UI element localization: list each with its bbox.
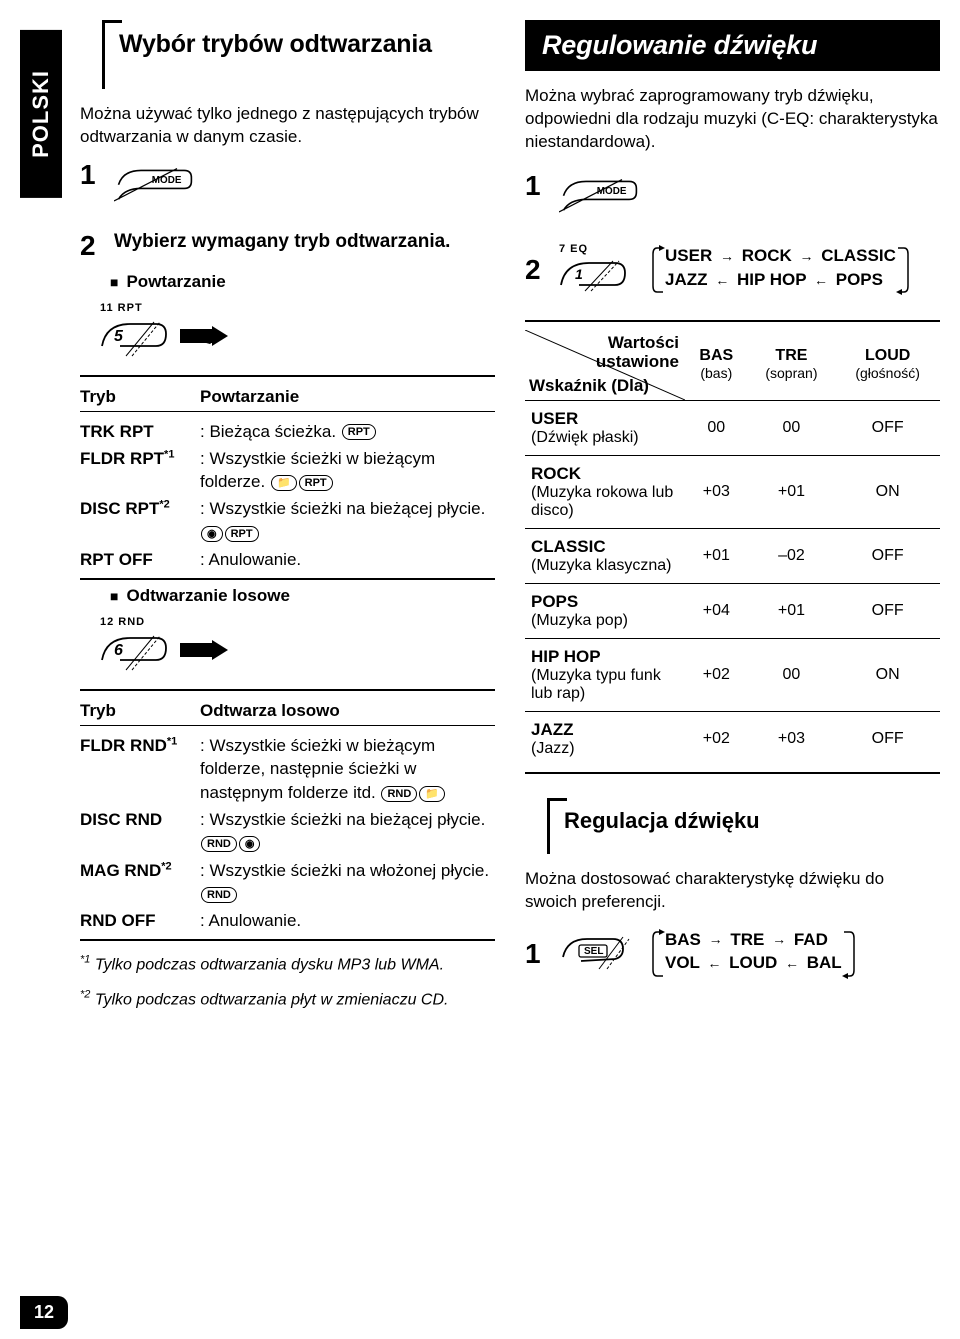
svg-text:SEL: SEL bbox=[584, 946, 603, 957]
table-row: RND OFF: Anulowanie. bbox=[80, 909, 495, 933]
right-step-2: 2 7 EQ 1 USER → ROCK → CLASSIC JAZZ ← HI… bbox=[525, 243, 940, 298]
col-desc: Powtarzanie bbox=[200, 387, 299, 407]
language-tab: POLSKI bbox=[20, 30, 62, 198]
step-number: 2 bbox=[80, 230, 102, 262]
sound-adjust-step-1: 1 SEL BAS → TRE → FAD VOL ← LOUD ← BAL bbox=[525, 928, 940, 980]
table-row: CLASSIC(Muzyka klasyczna)+01–02OFF bbox=[525, 528, 940, 583]
svg-text:1: 1 bbox=[575, 266, 583, 282]
table-row: POPS(Muzyka pop)+04+01OFF bbox=[525, 583, 940, 638]
table-row: DISC RND: Wszystkie ścieżki na bieżącej … bbox=[80, 808, 495, 856]
rnd-button-label: 12 RND bbox=[100, 616, 495, 628]
sound-adjust-header: Regulacja dźwięku bbox=[547, 798, 940, 854]
right-column: Regulowanie dźwięku Można wybrać zaprogr… bbox=[525, 20, 940, 1011]
mode-button-illustration: MODE bbox=[559, 170, 649, 223]
footnote-1: *1 Tylko podczas odtwarzania dysku MP3 l… bbox=[80, 953, 495, 976]
col-bas: BAS(bas) bbox=[685, 330, 748, 401]
left-step-1: 1 MODE bbox=[80, 159, 495, 212]
sound-adjust-desc: Można dostosować charakterystykę dźwięku… bbox=[525, 868, 940, 914]
table-row: MAG RND*2: Wszystkie ścieżki na włożonej… bbox=[80, 859, 495, 907]
footnote-2: *2 Tylko podczas odtwarzania płyt w zmie… bbox=[80, 988, 495, 1011]
left-intro: Można używać tylko jednego z następujący… bbox=[80, 103, 495, 149]
table-row: RPT OFF: Anulowanie. bbox=[80, 548, 495, 572]
eq-settings-table: Wartości ustawione Wskaźnik (Dla) BAS(ba… bbox=[525, 330, 940, 766]
eq-flow-diagram: USER → ROCK → CLASSIC JAZZ ← HIP HOP ← P… bbox=[651, 244, 910, 296]
col-loud: LOUD(głośność) bbox=[835, 330, 940, 401]
table-row: FLDR RPT*1: Wszystkie ścieżki w bieżącym… bbox=[80, 447, 495, 495]
repeat-mode-table: Tryb Powtarzanie TRK RPT: Bieżąca ścieżk… bbox=[80, 387, 495, 572]
right-intro: Można wybrać zaprogramowany tryb dźwięku… bbox=[525, 85, 940, 154]
col-tre: TRE(sopran) bbox=[748, 330, 836, 401]
random-mode-table: Tryb Odtwarza losowo FLDR RND*1: Wszystk… bbox=[80, 701, 495, 933]
table-row: ROCK(Muzyka rokowa lub disco)+03+01ON bbox=[525, 455, 940, 528]
svg-text:MODE: MODE bbox=[597, 186, 627, 197]
step-number: 1 bbox=[525, 938, 547, 970]
step-number: 1 bbox=[80, 159, 102, 191]
subsection-repeat: Powtarzanie bbox=[110, 272, 495, 292]
diag-indicator: Wskaźnik (Dla) bbox=[529, 376, 649, 396]
left-column: Wybór trybów odtwarzania Można używać ty… bbox=[80, 20, 495, 1011]
svg-text:MODE: MODE bbox=[152, 175, 182, 186]
rnd-button-illustration: 12 RND 6 bbox=[100, 616, 495, 679]
col-mode: Tryb bbox=[80, 387, 200, 407]
left-title: Wybór trybów odtwarzania bbox=[119, 30, 495, 59]
mode-button-illustration: MODE bbox=[114, 159, 204, 212]
table-row: HIP HOP(Muzyka typu funk lub rap)+0200ON bbox=[525, 638, 940, 711]
right-section-header: Regulowanie dźwięku bbox=[525, 20, 940, 71]
right-step-1: 1 MODE bbox=[525, 170, 940, 223]
left-step-2: 2 Wybierz wymagany tryb odtwarzania. bbox=[80, 230, 495, 262]
rpt-button-label: 11 RPT bbox=[100, 302, 495, 314]
table-row: USER(Dźwięk płaski)0000OFF bbox=[525, 400, 940, 455]
page-number: 12 bbox=[20, 1296, 68, 1329]
right-title: Regulowanie dźwięku bbox=[542, 30, 926, 61]
step-number: 1 bbox=[525, 170, 547, 202]
left-section-header: Wybór trybów odtwarzania bbox=[102, 20, 495, 89]
diag-values-set: Wartości ustawione bbox=[596, 334, 679, 371]
table-row: FLDR RND*1: Wszystkie ścieżki w bieżącym… bbox=[80, 734, 495, 805]
sel-button-illustration: SEL bbox=[559, 931, 639, 976]
table-row: JAZZ(Jazz)+02+03OFF bbox=[525, 711, 940, 766]
col-mode: Tryb bbox=[80, 701, 200, 721]
sel-flow-diagram: BAS → TRE → FAD VOL ← LOUD ← BAL bbox=[651, 928, 856, 980]
sound-adjust-title: Regulacja dźwięku bbox=[564, 808, 940, 834]
step-2-text: Wybierz wymagany tryb odtwarzania. bbox=[114, 230, 450, 255]
svg-text:5: 5 bbox=[114, 328, 124, 345]
svg-text:6: 6 bbox=[114, 642, 123, 659]
rpt-button-illustration: 11 RPT 5 bbox=[100, 302, 495, 365]
eq-button-illustration: 7 EQ 1 bbox=[559, 243, 639, 298]
subsection-random: Odtwarzanie losowe bbox=[110, 586, 495, 606]
step-number: 2 bbox=[525, 254, 547, 286]
table-row: DISC RPT*2: Wszystkie ścieżki na bieżące… bbox=[80, 497, 495, 545]
col-desc: Odtwarza losowo bbox=[200, 701, 340, 721]
table-row: TRK RPT: Bieżąca ścieżka. RPT bbox=[80, 420, 495, 444]
